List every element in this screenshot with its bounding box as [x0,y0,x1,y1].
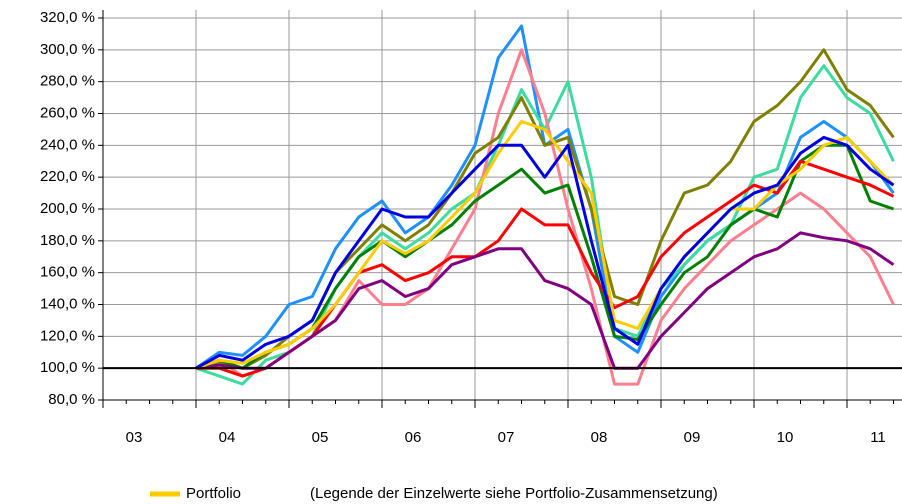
x-tick-label: 07 [498,429,515,446]
x-tick-label: 03 [126,429,143,446]
y-tick-label: 120,0 % [40,327,95,344]
y-tick-label: 220,0 % [40,168,95,185]
note: (Legende der Einzelwerte siehe Portfolio… [310,485,718,502]
x-tick-label: 11 [870,429,886,446]
x-tick-label: 09 [684,429,701,446]
series-line [195,135,895,370]
legend-label: Portfolio [186,485,241,502]
y-tick-label: 260,0 % [40,104,95,121]
series-line [195,48,895,386]
y-tick-label: 160,0 % [40,264,95,281]
x-tick-label: 08 [591,429,608,446]
series-line [195,120,895,370]
x-tick-label: 06 [405,429,422,446]
x-tick-label: 10 [777,429,794,446]
y-tick-label: 280,0 % [40,73,95,90]
y-tick-label: 140,0 % [40,295,95,312]
y-tick-label: 300,0 % [40,41,95,58]
x-tick-label: 04 [219,429,236,446]
y-tick-label: 180,0 % [40,232,95,249]
y-tick-label: 320,0 % [40,9,95,26]
y-tick-label: 100,0 % [40,359,95,376]
series-line [195,24,895,370]
series-line [195,231,895,370]
lines [195,24,895,386]
y-tick-label: 200,0 % [40,200,95,217]
y-tick-label: 240,0 % [40,136,95,153]
x-tick-label: 05 [312,429,329,446]
y-tick-label: 80,0 % [48,391,95,408]
axes: 80,0 % 100,0 % 120,0 % 140,0 % 160,0 % 180,0 … [40,9,902,446]
